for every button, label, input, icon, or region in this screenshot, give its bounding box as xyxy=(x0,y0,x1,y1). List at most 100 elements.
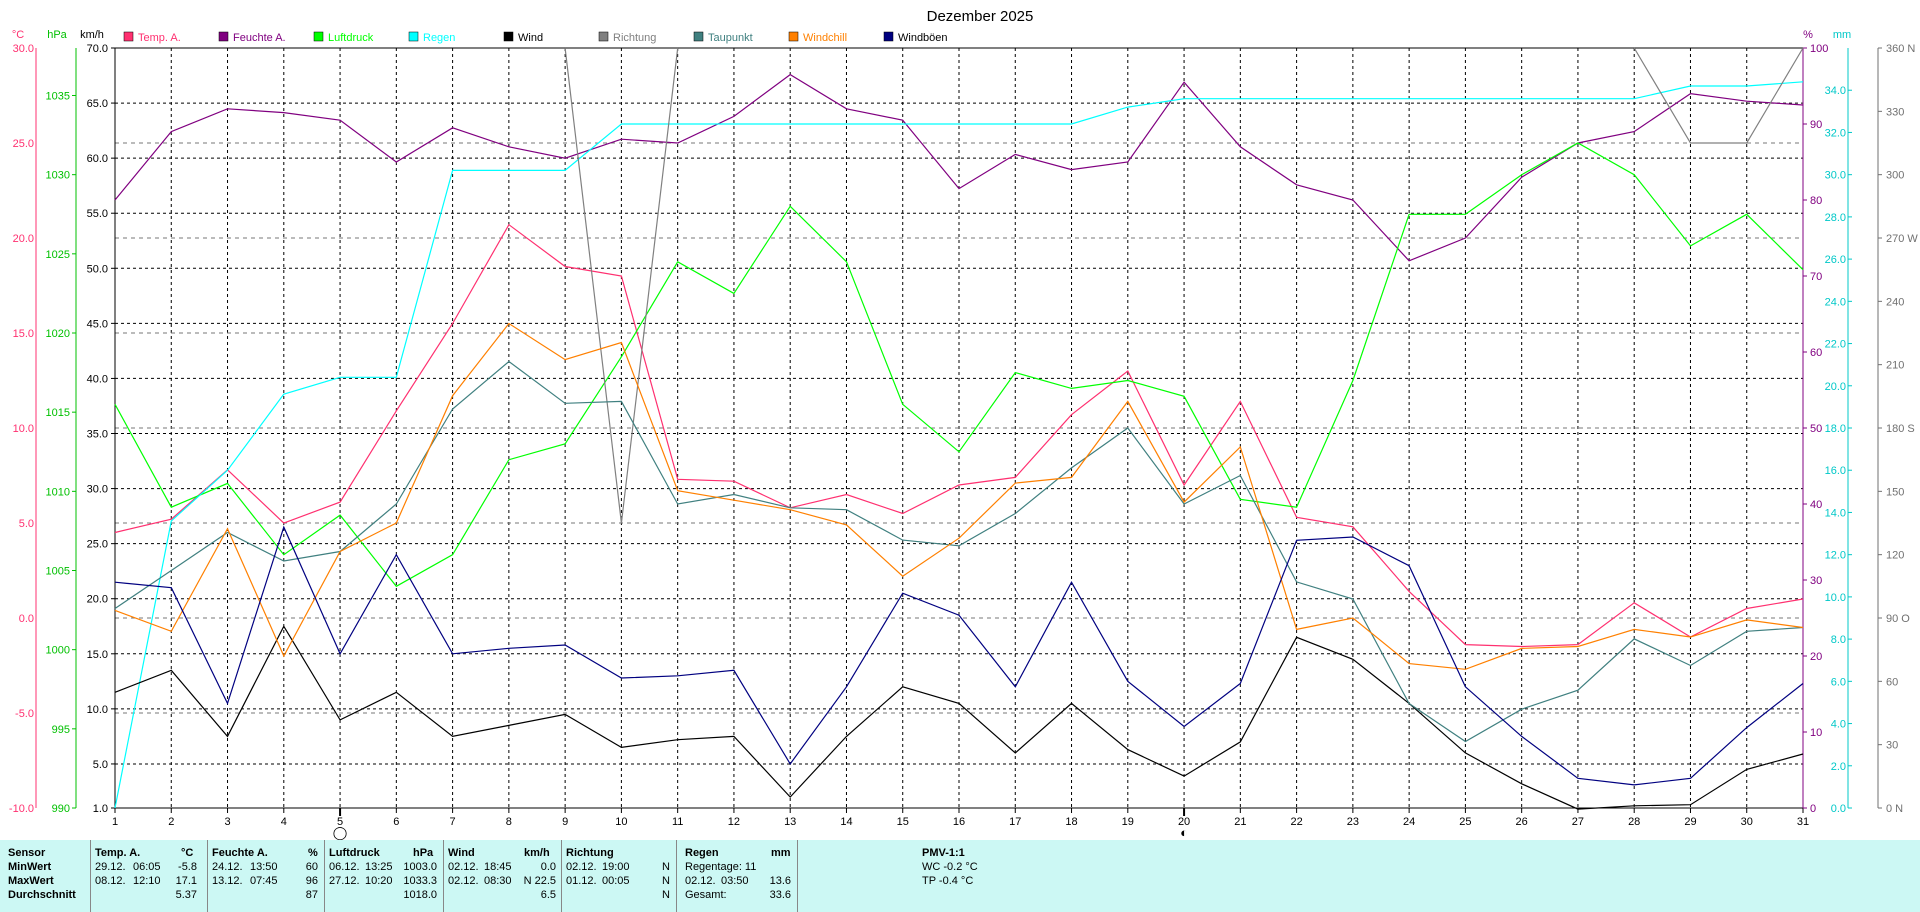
pressure-tick-label: 1005 xyxy=(46,566,70,578)
x-tick-label: 24 xyxy=(1403,816,1415,828)
stats-pressure-max-date: 27.12. xyxy=(329,875,360,887)
x-tick-label: 7 xyxy=(450,816,456,828)
pressure-tick-label: 1020 xyxy=(46,328,70,340)
direction-tick-label: 150 xyxy=(1886,486,1904,498)
stats-humidity-min-value: 60 xyxy=(305,861,318,873)
stats-direction-max-time: 00:05 xyxy=(602,875,630,887)
x-tick-label: 1 xyxy=(112,816,118,828)
pressure-tick-label: 1015 xyxy=(46,407,70,419)
stats-temp-avg: 5.37 xyxy=(175,889,197,901)
legend-label: Richtung xyxy=(613,32,656,44)
pressure-tick-label: 1025 xyxy=(46,249,70,261)
wind-tick-label: 70.0 xyxy=(87,43,108,55)
legend-label: Wind xyxy=(518,32,543,44)
x-tick-label: 11 xyxy=(672,816,683,828)
rain-tick-label: 22.0 xyxy=(1825,339,1846,351)
direction-tick-label: 60 xyxy=(1886,676,1898,688)
series-line-temp-a- xyxy=(114,223,1804,648)
stats-humidity-min-date: 24.12. xyxy=(212,861,243,873)
stats-wind-avg: 6.5 xyxy=(540,889,556,901)
rain-tick-label: 2.0 xyxy=(1831,761,1846,773)
stats-pressure-max-time: 10:20 xyxy=(365,875,393,887)
stats-temp-unit: °C xyxy=(181,847,194,859)
stats-pressure-min-date: 06.12. xyxy=(329,861,360,873)
stats-wind-max-time: 08:30 xyxy=(484,875,512,887)
x-tick-label: 22 xyxy=(1290,816,1302,828)
rain-tick-label: 8.0 xyxy=(1831,634,1846,646)
stats-wind-min-time: 18:45 xyxy=(484,861,512,873)
rain-tick-label: 26.0 xyxy=(1825,254,1846,266)
stats-humidity-unit: % xyxy=(308,847,318,859)
stats-direction-min-date: 02.12. xyxy=(566,861,597,873)
temp-tick-label: -10.0 xyxy=(9,803,34,815)
stats-humidity-min-time: 13:50 xyxy=(250,861,278,873)
x-tick-label: 25 xyxy=(1459,816,1471,828)
direction-tick-label: 30 xyxy=(1886,740,1898,752)
legend-label: Regen xyxy=(423,32,455,44)
series-line-taupunkt xyxy=(114,360,1804,743)
stats-direction-avg: N xyxy=(662,889,670,901)
humidity-tick-label: 70 xyxy=(1810,271,1822,283)
pressure-tick-label: 995 xyxy=(52,724,70,736)
x-tick-label: 2 xyxy=(168,816,174,828)
wind-tick-label: 45.0 xyxy=(87,318,108,330)
stats-wind-max-value: N 22.5 xyxy=(523,875,556,887)
pressure-unit-header: hPa xyxy=(47,29,67,41)
humidity-tick-label: 60 xyxy=(1810,347,1822,359)
temp-tick-label: 0.0 xyxy=(19,613,34,625)
stats-rain-days: Regentage: 11 xyxy=(685,861,757,873)
x-tick-label: 16 xyxy=(953,816,965,828)
humidity-tick-label: 100 xyxy=(1810,43,1828,55)
direction-tick-label: 120 xyxy=(1886,550,1904,562)
rain-tick-label: 12.0 xyxy=(1825,550,1846,562)
x-tick-label: 8 xyxy=(506,816,512,828)
stats-rain-header: Regen xyxy=(685,847,719,859)
wind-tick-label: 35.0 xyxy=(87,429,108,441)
stats-row-max: MaxWert xyxy=(8,875,54,887)
stats-temp-max-date: 08.12. xyxy=(95,875,126,887)
stats-humidity-avg: 87 xyxy=(305,889,318,901)
legend-swatch xyxy=(123,31,134,42)
direction-tick-label: 240 xyxy=(1886,296,1904,308)
direction-tick-label: 210 xyxy=(1886,360,1904,372)
wind-tick-label: 15.0 xyxy=(87,649,108,661)
x-tick-label: 3 xyxy=(224,816,230,828)
day-markers: ◯ ◐ xyxy=(333,808,1188,840)
legend-swatch xyxy=(218,31,229,42)
legend-label: Temp. A. xyxy=(138,32,181,44)
chart-title: Dezember 2025 xyxy=(927,8,1034,25)
stats-pressure-avg: 1018.0 xyxy=(403,889,437,901)
temp-tick-label: 5.0 xyxy=(19,518,34,530)
legend-swatch xyxy=(598,31,609,42)
stats-row-min: MinWert xyxy=(8,861,52,873)
weather-chart: Dezember 2025 °C hPa km/h% mm Temp. A. Feuch… xyxy=(9,8,1918,840)
legend-swatch xyxy=(408,31,419,42)
pressure-tick-label: 1000 xyxy=(46,645,70,657)
stats-rain-max-time: 03:50 xyxy=(721,875,749,887)
wind-tick-label: 50.0 xyxy=(87,263,108,275)
rain-tick-label: 20.0 xyxy=(1825,381,1846,393)
wind-tick-label: 65.0 xyxy=(87,98,108,110)
direction-tick-label: 90 O xyxy=(1886,613,1910,625)
stats-sensor-header: Sensor xyxy=(8,847,46,859)
rain-tick-label: 16.0 xyxy=(1825,465,1846,477)
stats-pressure-min-value: 1003.0 xyxy=(403,861,437,873)
series-line-wind xyxy=(114,625,1804,810)
stats-rain-total-label: Gesamt: xyxy=(685,889,727,901)
wind-tick-label: 25.0 xyxy=(87,539,108,551)
legend-swatch xyxy=(503,31,514,42)
direction-tick-label: 300 xyxy=(1886,170,1904,182)
x-tick-label: 4 xyxy=(281,816,287,828)
rain-tick-label: 32.0 xyxy=(1825,127,1846,139)
pressure-tick-label: 1030 xyxy=(46,170,70,182)
temp-tick-label: -5.0 xyxy=(15,708,34,720)
humidity-tick-label: 0 xyxy=(1810,803,1816,815)
legend-label: Luftdruck xyxy=(328,32,374,44)
temp-unit-header: °C xyxy=(12,29,24,41)
stats-direction-header: Richtung xyxy=(566,847,614,859)
x-tick-label: 10 xyxy=(615,816,627,828)
x-tick-label: 13 xyxy=(784,816,796,828)
x-tick-label: 29 xyxy=(1684,816,1696,828)
legend-swatch xyxy=(693,31,704,42)
legend-label: Windböen xyxy=(898,32,948,44)
